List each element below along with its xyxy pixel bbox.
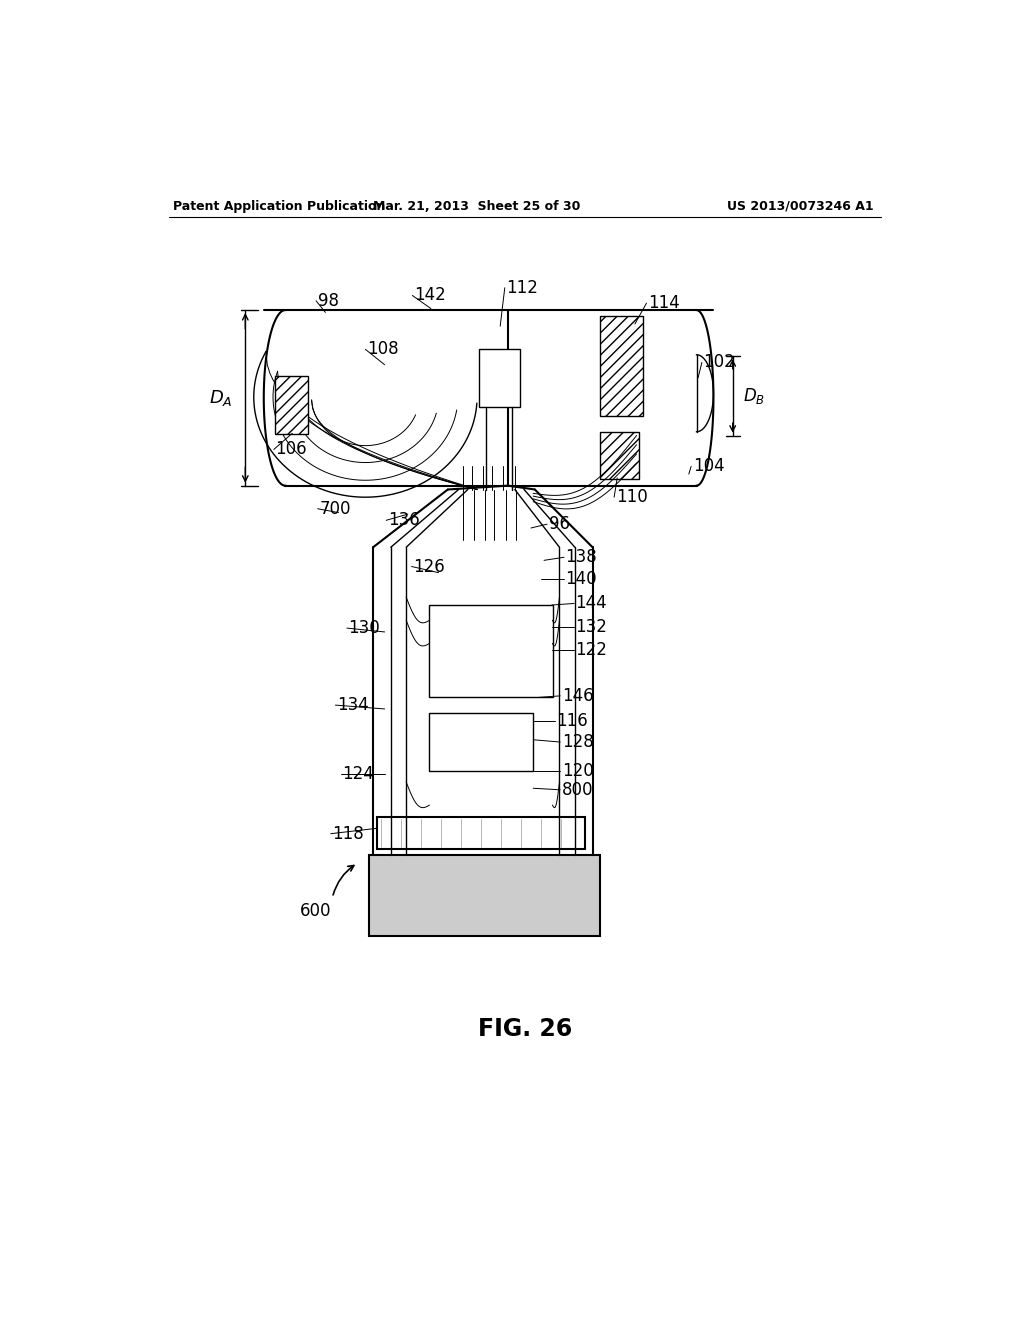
Text: 98: 98 <box>317 292 339 310</box>
Bar <box>600 432 639 479</box>
Bar <box>600 317 643 416</box>
Text: 142: 142 <box>414 286 445 305</box>
Text: 102: 102 <box>703 354 735 371</box>
Text: $D_B$: $D_B$ <box>742 385 765 407</box>
Bar <box>275 376 307 434</box>
Text: 144: 144 <box>575 594 607 612</box>
Text: 126: 126 <box>413 557 444 576</box>
Text: 128: 128 <box>562 733 594 751</box>
Bar <box>478 350 520 407</box>
Text: 132: 132 <box>575 618 607 635</box>
Text: 134: 134 <box>337 696 369 714</box>
Text: 140: 140 <box>565 570 597 587</box>
Text: 112: 112 <box>506 279 539 297</box>
Text: 124: 124 <box>342 766 374 783</box>
Text: 700: 700 <box>319 500 350 517</box>
Text: FIG. 26: FIG. 26 <box>477 1016 572 1040</box>
Text: 104: 104 <box>692 458 724 475</box>
Text: 130: 130 <box>348 619 380 638</box>
Text: 118: 118 <box>333 825 365 842</box>
Text: Patent Application Publication: Patent Application Publication <box>173 199 385 213</box>
Text: 116: 116 <box>556 711 588 730</box>
Text: 120: 120 <box>562 762 594 780</box>
Text: 146: 146 <box>562 686 593 705</box>
Text: 800: 800 <box>562 781 593 799</box>
Bar <box>429 605 553 697</box>
Text: 122: 122 <box>575 640 607 659</box>
Text: 136: 136 <box>388 511 420 529</box>
Text: 108: 108 <box>367 341 398 358</box>
Text: Mar. 21, 2013  Sheet 25 of 30: Mar. 21, 2013 Sheet 25 of 30 <box>374 199 581 213</box>
Bar <box>370 855 600 936</box>
Text: US 2013/0073246 A1: US 2013/0073246 A1 <box>727 199 873 213</box>
Text: 96: 96 <box>549 515 569 533</box>
Text: 106: 106 <box>275 441 307 458</box>
Text: 138: 138 <box>565 548 597 566</box>
Text: $D_A$: $D_A$ <box>209 388 232 408</box>
Bar <box>429 713 534 771</box>
Bar <box>377 817 585 849</box>
Text: 600: 600 <box>300 903 331 920</box>
Text: 114: 114 <box>648 294 680 312</box>
Text: 110: 110 <box>615 488 647 506</box>
